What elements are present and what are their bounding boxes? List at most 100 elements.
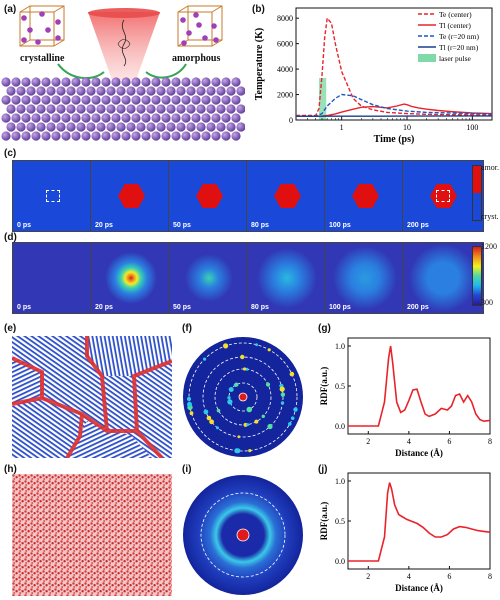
atom: [61, 95, 71, 105]
atom: [186, 86, 196, 96]
atom: [61, 77, 71, 87]
atom: [226, 86, 236, 96]
y-tick-label: 0.5: [335, 382, 345, 391]
atom: [46, 122, 56, 132]
atom: [101, 113, 111, 123]
atom: [191, 77, 201, 87]
atom: [51, 113, 61, 123]
atom: [106, 122, 116, 132]
atom: [181, 95, 191, 105]
atom: [101, 95, 111, 105]
panel-h-label: (h): [4, 464, 17, 475]
x-tick-label: 6: [447, 437, 451, 446]
crystalline-cell: [19, 5, 65, 47]
atom: [111, 113, 121, 123]
diffraction-spot: [280, 392, 286, 397]
atom: [221, 95, 231, 105]
y-tick-label: 8000: [277, 14, 293, 23]
temperature-map-tile: 50 ps: [168, 242, 250, 314]
y-tick-label: 1.0: [335, 342, 345, 351]
atom: [81, 77, 91, 87]
atom: [21, 95, 31, 105]
atom: [91, 95, 101, 105]
atom: [91, 113, 101, 123]
atom: [161, 131, 171, 141]
atom: [221, 113, 231, 123]
atom: [16, 104, 26, 114]
colorbar-amor-label: amor.: [481, 163, 499, 172]
atom: [96, 104, 106, 114]
atom: [76, 86, 86, 96]
atom: [71, 77, 81, 87]
atom: [171, 131, 181, 141]
atom: [236, 122, 245, 132]
time-label: 50 ps: [173, 304, 191, 311]
atom: [231, 131, 241, 141]
atom: [71, 131, 81, 141]
atom: [71, 113, 81, 123]
y-axis-label: Temperature (K): [254, 28, 265, 101]
y-tick-label: 0: [289, 116, 293, 125]
diffraction-spot: [228, 387, 234, 392]
atom: [41, 95, 51, 105]
colorbar-min-label: 300: [481, 298, 493, 307]
diffraction-spot: [209, 419, 214, 425]
atom: [51, 131, 61, 141]
panel-d-label: (d): [4, 232, 17, 243]
atom: [71, 95, 81, 105]
atom: [161, 95, 171, 105]
atom: [111, 95, 121, 105]
atom: [191, 95, 201, 105]
panel-b: (b) 0 2000 4000 6000 8000 1 10 100 Time (ps) Temp…: [250, 0, 500, 145]
y-axis-label: RDF(a.u.): [319, 367, 329, 406]
atom: [141, 95, 151, 105]
diffraction-spot: [293, 407, 298, 412]
panel-a-label: (a): [4, 4, 17, 15]
series-line: [296, 16, 493, 117]
atom: [136, 122, 146, 132]
atom: [151, 95, 161, 105]
diffraction-spot: [267, 348, 271, 352]
atom: [1, 77, 11, 87]
atom: [66, 122, 76, 132]
temperature-map-tile: 200 ps: [402, 242, 484, 314]
diffraction-spot: [254, 419, 259, 424]
atom: [131, 113, 141, 123]
amorphous-region: [274, 184, 301, 208]
series-line: [296, 93, 493, 117]
atom: [121, 95, 131, 105]
atom: [151, 77, 161, 87]
selection-box: [436, 190, 450, 202]
atom: [41, 113, 51, 123]
rdf-chart-crystalline: 0.0 0.5 1.0 2 4 6 8 Distance (Å) RDF(a.u.): [319, 337, 492, 458]
atom: [21, 131, 31, 141]
diffraction-spot: [261, 414, 265, 418]
atom: [86, 86, 96, 96]
phase-map-tile: 80 ps: [246, 160, 328, 232]
atom: [171, 113, 181, 123]
atom: [201, 131, 211, 141]
panel-g-label: (g): [318, 323, 331, 334]
amorphous-region: [352, 184, 379, 208]
diffraction-spot: [289, 371, 295, 377]
rdf-chart-amorphous: 0.0 0.5 1.0 2 4 6 8 Distance (Å) RDF(a.u.): [319, 472, 492, 593]
atom: [186, 122, 196, 132]
diffraction-spot: [280, 401, 285, 405]
atom: [161, 77, 171, 87]
temperature-chart: 0 2000 4000 6000 8000 1 10 100 Time (ps) Temperat…: [254, 7, 493, 145]
atom: [36, 104, 46, 114]
panel-j-label: (j): [318, 464, 328, 475]
time-label: 50 ps: [173, 222, 191, 229]
laser-beam: [88, 12, 160, 80]
atom: [171, 77, 181, 87]
atom: [166, 86, 176, 96]
atom: [151, 113, 161, 123]
atom: [11, 77, 21, 87]
diffraction-spot: [187, 401, 192, 407]
time-label: 0 ps: [17, 304, 32, 311]
diffraction-spot: [246, 423, 250, 427]
atom: [106, 86, 116, 96]
y-tick-label: 0.0: [335, 422, 345, 431]
atom: [211, 77, 221, 87]
atom: [206, 122, 216, 132]
